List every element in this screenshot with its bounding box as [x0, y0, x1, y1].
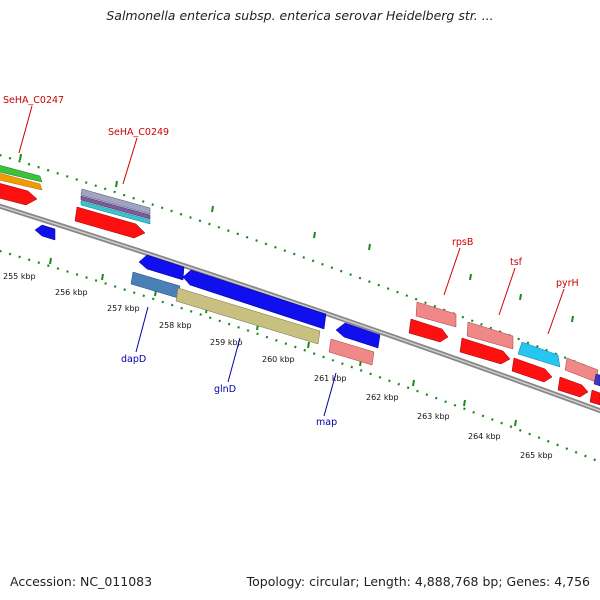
genome-title: Salmonella enterica subsp. enterica sero… — [106, 8, 494, 23]
kbp-label: 255 kbp — [3, 272, 36, 281]
gene-label-map: map — [316, 417, 337, 428]
kbp-label: 262 kbp — [366, 393, 399, 402]
gene-red-rpsB[interactable] — [408, 318, 449, 343]
gene-blue-1[interactable] — [138, 254, 185, 281]
gene-red-4[interactable] — [557, 376, 589, 398]
gene-cyan-right[interactable] — [517, 341, 561, 368]
forward-genes[interactable] — [0, 164, 600, 406]
kbp-label: 265 kbp — [520, 451, 553, 460]
kbp-label: 263 kbp — [417, 412, 450, 421]
kbp-label: 258 kbp — [159, 321, 192, 330]
gene-green[interactable] — [0, 164, 43, 183]
kbp-label: 260 kbp — [262, 355, 295, 364]
gene-label-tsf: tsf — [510, 257, 523, 268]
kbp-label: 264 kbp — [468, 432, 501, 441]
label-leaders — [18, 105, 565, 417]
gene-label-dapD: dapD — [121, 354, 146, 365]
gene-red-main[interactable] — [74, 206, 146, 239]
gene-red-left[interactable] — [0, 182, 38, 206]
gene-label-glnD: glnD — [214, 384, 236, 395]
gene-purple-stack[interactable] — [80, 195, 151, 220]
gene-label-SeHA_C0247: SeHA_C0247 — [3, 95, 64, 106]
gene-tsf[interactable] — [466, 321, 514, 350]
reverse-gene-labels: dapD glnD map — [121, 354, 337, 428]
gene-label-rpsB: rpsB — [452, 237, 473, 248]
gene-orange[interactable] — [0, 172, 43, 191]
gene-red-tsf[interactable] — [459, 337, 511, 365]
kbp-label: 256 kbp — [55, 288, 88, 297]
kbp-label: 257 kbp — [107, 304, 140, 313]
inner-tick-track — [0, 249, 600, 464]
forward-gene-labels: SeHA_C0247 SeHA_C0249 rpsB tsf pyrH — [3, 95, 579, 289]
outer-major-ticks — [19, 153, 574, 323]
kbp-label: 259 kbp — [210, 338, 243, 347]
outer-tick-track — [0, 153, 600, 373]
gene-blue-small[interactable] — [34, 224, 56, 241]
gene-pyrH[interactable] — [564, 357, 599, 383]
gene-cyan-stack[interactable] — [80, 200, 151, 225]
gene-gray-stack[interactable] — [80, 188, 151, 215]
kbp-label: 261 kbp — [314, 374, 347, 383]
gene-blue-map[interactable] — [335, 322, 381, 349]
gene-label-SeHA_C0249: SeHA_C0249 — [108, 127, 169, 138]
gene-blue-edge[interactable] — [593, 373, 600, 387]
genome-backbone-highlight — [0, 205, 600, 412]
gene-red-3[interactable] — [511, 357, 553, 383]
gene-rpsB[interactable] — [415, 301, 457, 328]
reverse-genes[interactable] — [34, 224, 381, 366]
gene-red-5[interactable] — [589, 389, 600, 406]
gene-map[interactable] — [328, 338, 375, 366]
kbp-axis-labels: 255 kbp 256 kbp 257 kbp 258 kbp 259 kbp … — [3, 272, 553, 460]
gene-label-pyrH: pyrH — [556, 278, 579, 289]
gene-blue-long[interactable] — [182, 269, 327, 330]
accession-text: Accession: NC_011083 — [10, 574, 153, 589]
gene-glnD[interactable] — [175, 287, 321, 345]
topology-summary: Topology: circular; Length: 4,888,768 bp… — [246, 574, 590, 589]
